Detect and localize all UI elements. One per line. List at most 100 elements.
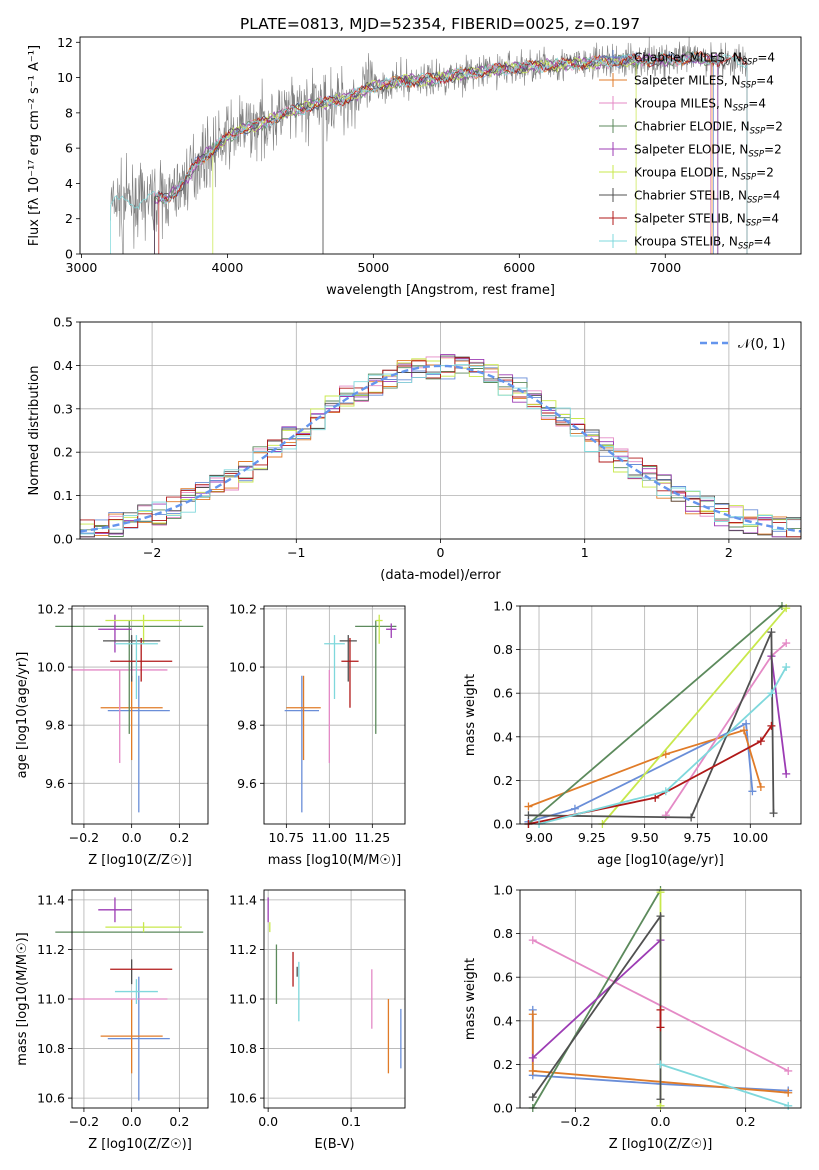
plot-frame <box>79 36 802 255</box>
histograms <box>80 354 801 538</box>
y-tick-label: 0.3 <box>53 401 73 416</box>
x-tick-label: 0.1 <box>341 1114 361 1129</box>
x-tick-label: 0.2 <box>169 830 189 845</box>
series-marker <box>756 737 765 746</box>
x-axis-label: age [log10(age/yr)] <box>597 853 724 868</box>
series-marker <box>739 726 748 735</box>
y-tick-label: 10.6 <box>229 1091 257 1106</box>
y-tick-label: 10.0 <box>229 660 257 675</box>
legend-label: 𝒩(0, 1) <box>738 337 785 352</box>
series-marker <box>661 750 670 759</box>
x-tick-label: 3000 <box>66 260 98 275</box>
series-line-5 <box>770 655 788 775</box>
y-axis-label: Flux [fλ 10⁻¹⁷ erg cm⁻² s⁻¹ A⁻¹] <box>27 45 42 246</box>
legend-label: Chabrier STELIB, NSSP=4 <box>634 189 780 206</box>
age-vs-mass-panel: 10.75 11.00 11.25 9.6 9.8 10.0 10.2 mass [log10… <box>229 601 406 868</box>
legend-label: Salpeter STELIB, NSSP=4 <box>634 212 779 229</box>
y-tick-label: 10.2 <box>229 601 257 616</box>
y-tick-label: 10.8 <box>37 1041 65 1056</box>
observed-spectrum <box>110 37 748 254</box>
series-marker <box>528 1066 537 1075</box>
series-line-7 <box>528 631 775 819</box>
y-tick-label: 1.0 <box>493 883 513 898</box>
series-marker <box>528 1053 537 1062</box>
y-tick-label: 12 <box>57 35 73 50</box>
y-axis-label: Normed distribution <box>27 366 42 496</box>
model-spectrum-7 <box>154 52 748 254</box>
y-axis-label: age [log10(age/yr)] <box>15 652 30 779</box>
legend-label: Kroupa ELODIE, NSSP=2 <box>634 166 774 183</box>
weight-vs-metallicity-panel: −0.2 0.0 0.2 0.0 0.2 0.4 0.6 0.8 1.0 Z [log10(Z/Z… <box>463 883 802 1152</box>
series-line-2 <box>528 729 762 808</box>
y-tick-label: 9.8 <box>237 718 257 733</box>
y-tick-label: 1.0 <box>493 599 513 614</box>
x-tick-label: 11.25 <box>354 830 390 845</box>
y-tick-label: 10.0 <box>37 660 65 675</box>
y-tick-label: 10 <box>57 70 73 85</box>
series-marker <box>782 639 791 648</box>
spectrum-panel: 3000 4000 5000 6000 7000 0 2 4 6 8 10 12 wavelength … <box>27 35 802 298</box>
spectrum-lines <box>110 37 748 254</box>
y-tick-label: 0.1 <box>53 488 73 503</box>
plot-frame <box>519 889 802 1109</box>
grid <box>72 606 208 824</box>
x-tick-label: −0.2 <box>69 1114 99 1129</box>
y-tick-label: 10.8 <box>229 1041 257 1056</box>
x-tick-label: 4000 <box>212 260 244 275</box>
series-marker <box>742 719 751 728</box>
weight-vs-age-panel: 9.00 9.25 9.50 9.75 10.00 0.0 0.2 0.4 0.6 0.8 1.0 a… <box>463 599 802 868</box>
plot-frame <box>263 889 406 1109</box>
x-axis-label: E(B-V) <box>314 1137 354 1152</box>
y-tick-label: 0.2 <box>53 445 73 460</box>
series-marker <box>769 809 778 818</box>
model-spectrum-9 <box>110 51 748 254</box>
series-marker <box>784 1066 793 1075</box>
y-tick-label: 11.0 <box>37 992 65 1007</box>
y-tick-label: 0.0 <box>493 817 513 832</box>
y-tick-label: 10.2 <box>37 601 65 616</box>
plot-frame <box>79 321 802 540</box>
legend-label: Kroupa STELIB, NSSP=4 <box>634 235 771 252</box>
y-tick-label: 11.2 <box>229 942 257 957</box>
x-tick-label: 9.50 <box>631 830 659 845</box>
series-line-2 <box>531 1014 789 1094</box>
series-marker <box>782 663 791 672</box>
series-marker <box>767 721 776 730</box>
x-tick-label: −0.2 <box>560 1114 590 1129</box>
y-tick-label: 9.6 <box>237 776 257 791</box>
x-tick-label: 0.2 <box>169 1114 189 1129</box>
series-marker <box>767 628 776 637</box>
y-tick-label: 0.6 <box>493 970 513 985</box>
series-marker <box>782 604 791 613</box>
y-tick-label: 11.4 <box>37 892 65 907</box>
legend-label: Kroupa MILES, NSSP=4 <box>634 97 766 114</box>
series-marker <box>687 813 696 822</box>
plot-frame <box>71 889 209 1109</box>
histogram-9 <box>80 364 801 535</box>
y-tick-label: 0.4 <box>53 358 73 373</box>
plot-frame <box>71 605 209 825</box>
y-tick-label: 0.0 <box>493 1101 513 1116</box>
series-line-9 <box>538 666 787 825</box>
y-tick-label: 0.4 <box>493 729 513 744</box>
series-marker <box>661 787 670 796</box>
x-tick-label: 0.2 <box>736 1114 756 1129</box>
x-tick-label: 11.00 <box>311 830 347 845</box>
y-tick-label: 0.8 <box>493 642 513 657</box>
x-tick-label: −0.2 <box>69 830 99 845</box>
series-line-9 <box>660 1063 789 1107</box>
x-tick-label: 2 <box>725 545 733 560</box>
mass-vs-metallicity-panel: −0.2 0.0 0.2 10.6 10.8 11.0 11.2 11.4 Z [log10(Z… <box>15 889 209 1152</box>
series-marker <box>782 769 791 778</box>
age-vs-metallicity-panel: −0.2 0.0 0.2 9.6 9.8 10.0 10.2 Z [log10(Z/Z☉)] a… <box>15 601 209 868</box>
y-tick-label: 0.5 <box>53 315 73 330</box>
series-line-4 <box>527 605 783 825</box>
model-spectrum-8 <box>158 51 748 254</box>
grid <box>264 890 405 1108</box>
series-marker <box>656 1023 665 1032</box>
residuals-panel: −2 −1 0 1 2 0.0 0.1 0.2 0.3 0.4 0.5 (data-model)/er… <box>27 315 802 583</box>
x-tick-label: 0 <box>437 545 445 560</box>
y-tick-label: 0.2 <box>493 773 513 788</box>
series-marker <box>656 912 665 921</box>
